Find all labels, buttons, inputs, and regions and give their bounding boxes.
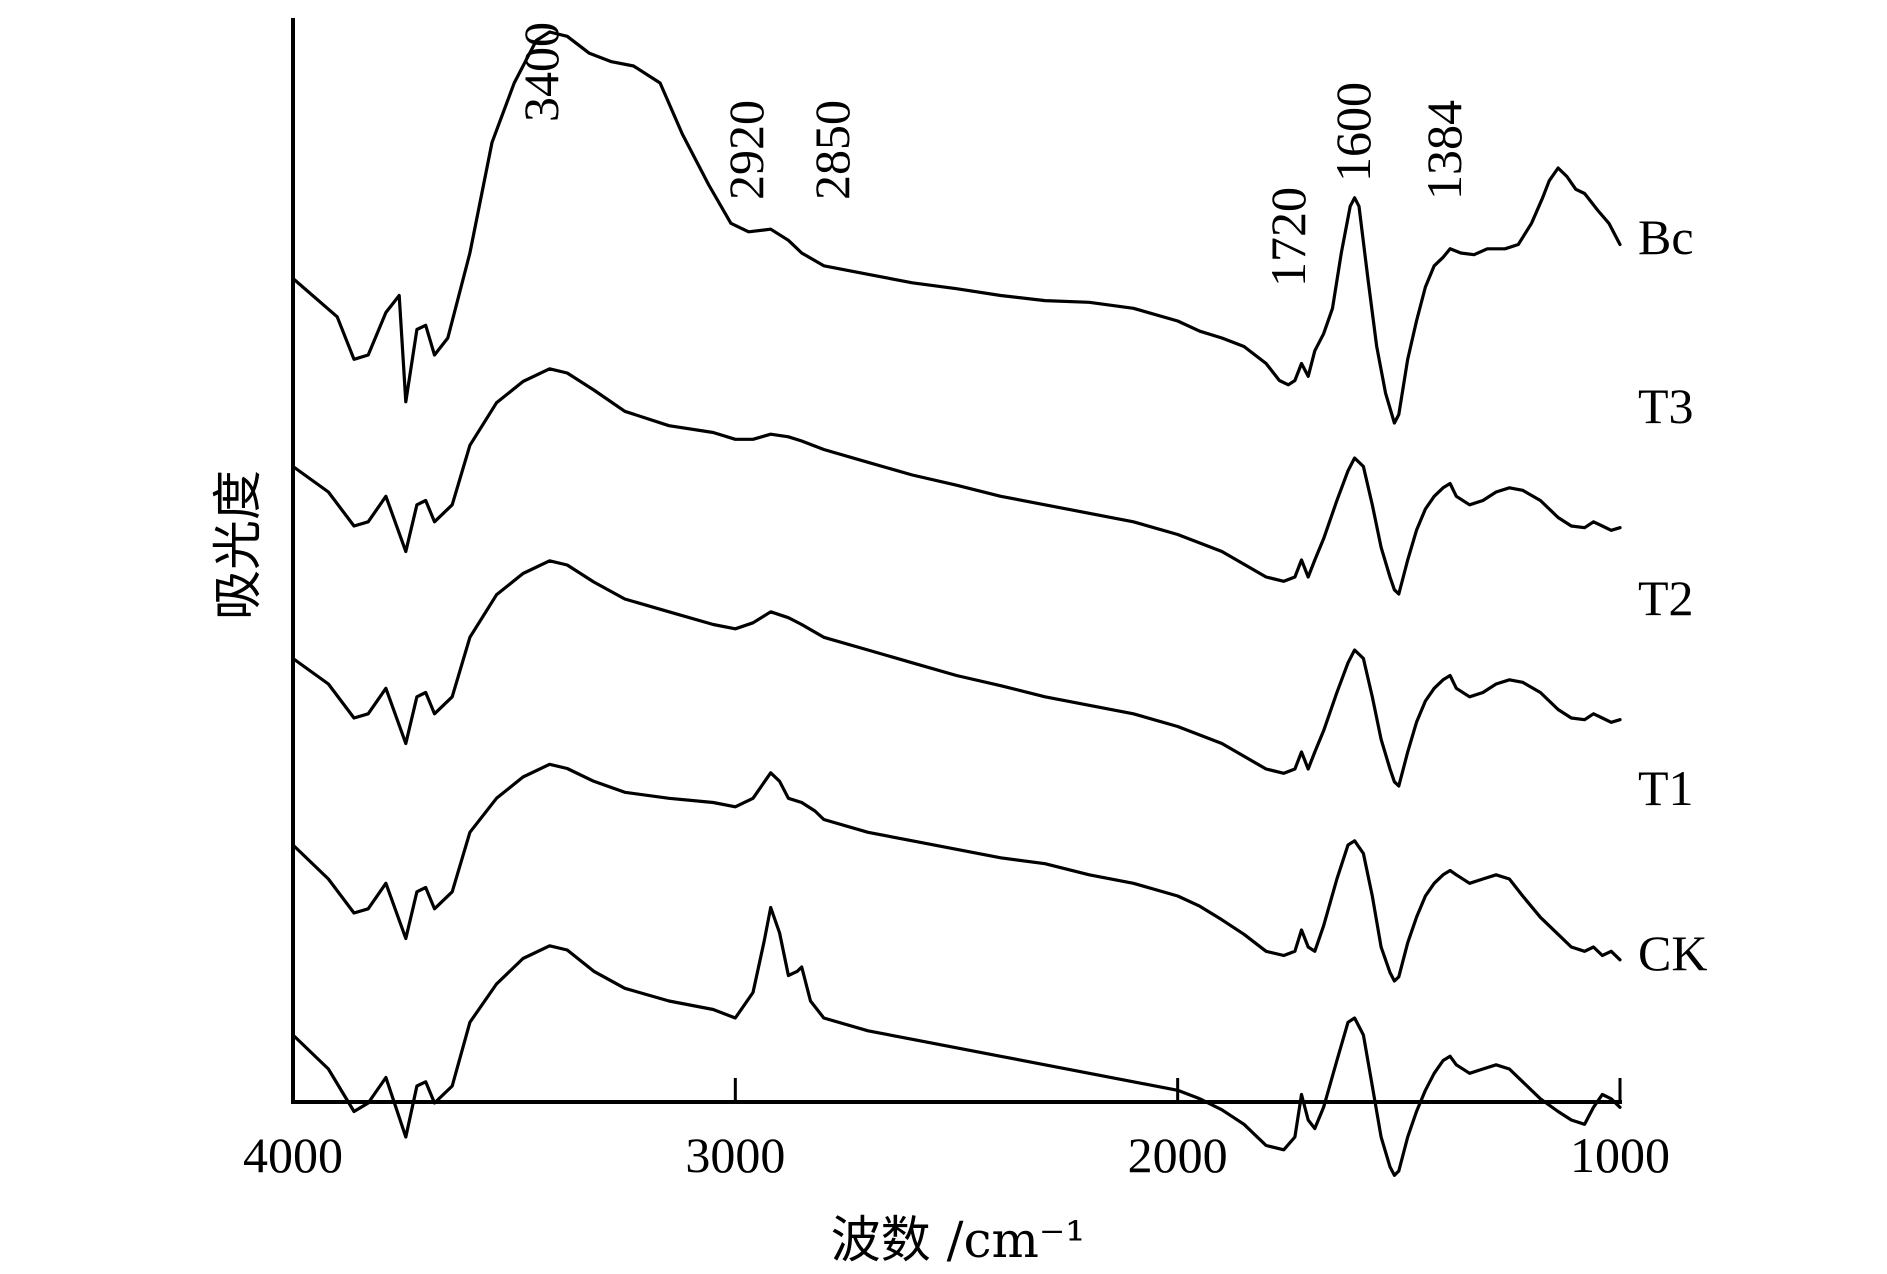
x-axis-title: 波数 /cm⁻¹ xyxy=(831,1211,1086,1269)
y-axis-title: 吸光度 xyxy=(209,470,267,620)
series-line-t1 xyxy=(291,762,1622,983)
series-line-ck xyxy=(291,905,1622,1177)
series-label-ck: CK xyxy=(1638,925,1707,981)
x-tick-label-3000: 3000 xyxy=(685,1127,785,1183)
series-label-t1: T1 xyxy=(1638,760,1694,816)
x-tick-label-2000: 2000 xyxy=(1128,1127,1228,1183)
axes xyxy=(291,18,1622,1104)
spectra-series-group: Bc T3 T2 T1 CK xyxy=(291,30,1707,1177)
peak-label-2920: 2920 xyxy=(718,100,774,200)
x-tick-label-1000: 1000 xyxy=(1570,1127,1670,1183)
x-axis-ticks: 4000 3000 2000 1000 xyxy=(243,1078,1670,1183)
peak-label-3400: 3400 xyxy=(513,22,569,122)
series-line-t2 xyxy=(291,559,1622,788)
peak-label-1720: 1720 xyxy=(1260,187,1316,287)
x-tick-label-4000: 4000 xyxy=(243,1127,343,1183)
series-label-bc: Bc xyxy=(1638,209,1694,265)
series-label-t2: T2 xyxy=(1638,570,1694,626)
series-line-bc xyxy=(291,30,1622,425)
peak-label-1600: 1600 xyxy=(1325,82,1381,182)
series-line-t3 xyxy=(291,367,1622,596)
series-label-t3: T3 xyxy=(1638,378,1694,434)
peak-label-2850: 2850 xyxy=(804,100,860,200)
peak-label-1384: 1384 xyxy=(1416,100,1472,200)
